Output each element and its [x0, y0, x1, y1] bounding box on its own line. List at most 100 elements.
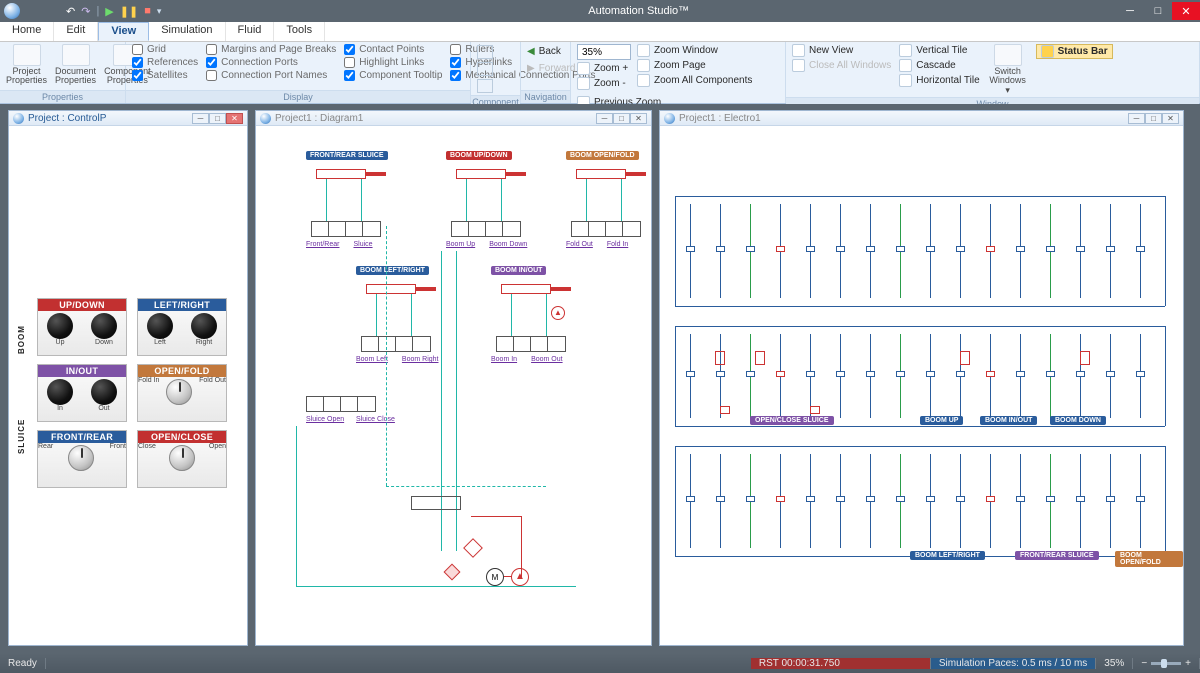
project-properties-button[interactable]: Project Properties	[6, 44, 47, 86]
maximize-button[interactable]: □	[1144, 2, 1172, 20]
tab-tools[interactable]: Tools	[274, 22, 325, 41]
titlebar: ↶ ↷ | ▶ ❚❚ ■ ▾ Automation Studio™ ─ □ ✕	[0, 0, 1200, 22]
subwin-max-button[interactable]: □	[1145, 113, 1162, 124]
zoom-all-icon	[637, 74, 650, 87]
window-icon	[260, 113, 271, 124]
subwin-min-button[interactable]: ─	[596, 113, 613, 124]
zoom-page-icon	[637, 59, 650, 72]
new-view-button[interactable]: New View	[792, 44, 891, 57]
zoom-value-input[interactable]	[577, 44, 631, 60]
app-title: Automation Studio™	[161, 5, 1116, 17]
display-check-references[interactable]: References	[132, 57, 198, 68]
subwindow-electro-title: Project1 : Electro1	[679, 113, 761, 124]
horizontal-tile-button[interactable]: Horizontal Tile	[899, 74, 979, 87]
electro-badge: FRONT/REAR SLUICE	[1015, 551, 1099, 560]
electro-badge: BOOM DOWN	[1050, 416, 1106, 425]
new-view-icon	[792, 44, 805, 57]
subwindow-control-title: Project : ControlP	[28, 113, 106, 124]
subwin-max-button[interactable]: □	[613, 113, 630, 124]
display-check-grid[interactable]: Grid	[132, 44, 198, 55]
zoom-all-button[interactable]: Zoom All Components	[637, 74, 752, 87]
qat-play-icon[interactable]: ▶	[105, 5, 113, 18]
switch-windows-button[interactable]: Switch Windows ▾	[988, 44, 1028, 95]
knob[interactable]	[47, 379, 73, 405]
status-ready: Ready	[0, 658, 46, 669]
control-group-up-down: UP/DOWNUpDown	[37, 298, 127, 356]
subwin-min-button[interactable]: ─	[1128, 113, 1145, 124]
qat-stop-icon[interactable]: ■	[144, 5, 151, 17]
control-group-open-close: OPEN/CLOSECloseOpen	[137, 430, 227, 488]
electro-badge: BOOM UP	[920, 416, 963, 425]
status-pace: Simulation Paces: 0.5 ms / 10 ms	[931, 658, 1096, 669]
close-button[interactable]: ✕	[1172, 2, 1200, 20]
control-group-in-out: IN/OUTInOut	[37, 364, 127, 422]
ribbon: Project Properties Document Properties C…	[0, 42, 1200, 104]
zoom-out-icon	[577, 77, 590, 90]
control-group-front-rear: FRONT/REARRearFront	[37, 430, 127, 488]
subwin-max-button[interactable]: □	[209, 113, 226, 124]
qat-undo-icon[interactable]: ↶	[66, 5, 75, 18]
knob[interactable]	[147, 313, 173, 339]
display-check-satellites[interactable]: Satellites	[132, 70, 198, 81]
electro-badge: BOOM IN/OUT	[980, 416, 1037, 425]
minimize-button[interactable]: ─	[1116, 2, 1144, 20]
subwindow-diagram: Project1 : Diagram1 ─ □ ✕ FRONT/REAR SLU…	[255, 110, 652, 646]
zoom-page-button[interactable]: Zoom Page	[637, 59, 752, 72]
subwin-close-button[interactable]: ✕	[630, 113, 647, 124]
tab-simulation[interactable]: Simulation	[149, 22, 225, 41]
app-logo	[0, 3, 66, 19]
status-slider[interactable]: −+	[1133, 658, 1200, 669]
window-icon	[664, 113, 675, 124]
tab-edit[interactable]: Edit	[54, 22, 98, 41]
nav-forward-button[interactable]: ▶Forward	[527, 63, 575, 74]
close-all-icon	[792, 59, 805, 72]
tab-home[interactable]: Home	[0, 22, 54, 41]
zoom-in-button[interactable]: Zoom +	[577, 62, 631, 75]
ribbon-group-properties: Properties	[0, 90, 125, 103]
knob[interactable]	[91, 379, 117, 405]
nav-back-button[interactable]: ◀Back	[527, 46, 561, 57]
qat-pause-icon[interactable]: ❚❚	[120, 5, 138, 18]
status-bar-toggle[interactable]: Status Bar	[1036, 44, 1113, 59]
switch-knob[interactable]	[166, 379, 192, 405]
display-check-connection-port-names[interactable]: Connection Port Names	[206, 70, 336, 81]
tab-fluid[interactable]: Fluid	[226, 22, 275, 41]
cascade-button[interactable]: Cascade	[899, 59, 979, 72]
component-icon-1[interactable]	[477, 45, 493, 59]
window-icon	[13, 113, 24, 124]
zoom-window-button[interactable]: Zoom Window	[637, 44, 752, 57]
subwin-min-button[interactable]: ─	[192, 113, 209, 124]
control-group-left-right: LEFT/RIGHTLeftRight	[137, 298, 227, 356]
subwindow-control: Project : ControlP ─ □ ✕ BOOM SLUICE UP/…	[8, 110, 248, 646]
status-bar: Ready RST 00:00:31.750 Simulation Paces:…	[0, 653, 1200, 673]
display-check-highlight-links[interactable]: Highlight Links	[344, 57, 442, 68]
mdi-workspace: Project : ControlP ─ □ ✕ BOOM SLUICE UP/…	[0, 104, 1200, 653]
display-check-connection-ports[interactable]: Connection Ports	[206, 57, 336, 68]
display-check-margins-and-page-breaks[interactable]: Margins and Page Breaks	[206, 44, 336, 55]
axis-label-boom: BOOM	[17, 325, 26, 354]
knob[interactable]	[47, 313, 73, 339]
control-group-open-fold: OPEN/FOLDFold InFold Out	[137, 364, 227, 422]
zoom-out-button[interactable]: Zoom -	[577, 77, 631, 90]
display-check-contact-points[interactable]: Contact Points	[344, 44, 442, 55]
switch-knob[interactable]	[169, 445, 195, 471]
electro-badge: BOOM LEFT/RIGHT	[910, 551, 985, 560]
tab-view[interactable]: View	[98, 22, 149, 41]
horizontal-tile-icon	[899, 74, 912, 87]
document-properties-button[interactable]: Document Properties	[55, 44, 96, 86]
subwindow-electro: Project1 : Electro1 ─ □ ✕ OPEN/CLOSE SLU…	[659, 110, 1184, 646]
component-icon-3[interactable]	[477, 79, 493, 93]
qat-redo-icon[interactable]: ↷	[81, 5, 90, 18]
cascade-icon	[899, 59, 912, 72]
axis-label-sluice: SLUICE	[17, 419, 26, 454]
subwin-close-button[interactable]: ✕	[1162, 113, 1179, 124]
component-icon-2[interactable]	[477, 62, 493, 76]
status-bar-icon	[1041, 45, 1054, 58]
switch-knob[interactable]	[68, 445, 94, 471]
vertical-tile-button[interactable]: Vertical Tile	[899, 44, 979, 57]
close-all-windows-button[interactable]: Close All Windows	[792, 59, 891, 72]
knob[interactable]	[91, 313, 117, 339]
knob[interactable]	[191, 313, 217, 339]
display-check-component-tooltip[interactable]: Component Tooltip	[344, 70, 442, 81]
subwin-close-button[interactable]: ✕	[226, 113, 243, 124]
